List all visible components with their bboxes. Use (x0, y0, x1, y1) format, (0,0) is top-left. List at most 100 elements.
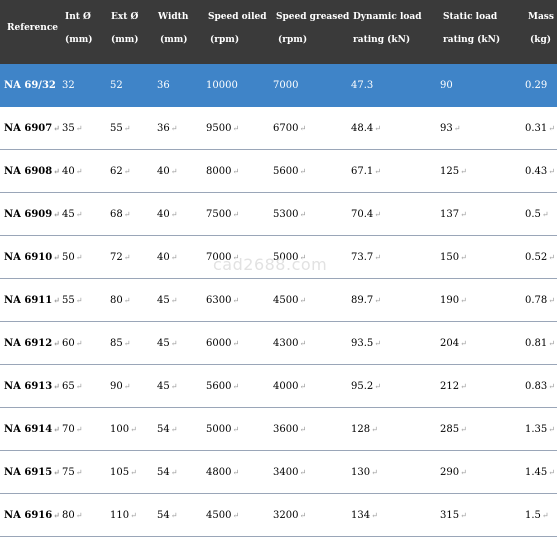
line-break-mark-icon: ↵ (170, 252, 178, 262)
header-static-line2: rating (kN) (443, 35, 501, 45)
cell-ext-diameter-text: 55 (110, 122, 123, 134)
cell-speed-greased: 4500 ↵ (273, 279, 306, 321)
cell-mass-text: 0.78 (525, 294, 548, 306)
cell-dynamic-load: 128 ↵ (351, 408, 378, 450)
cell-mass: 0.78 ↵ (525, 279, 555, 321)
cell-width-text: 45 (157, 380, 170, 392)
cell-dynamic-load-text: 73.7 (351, 251, 374, 263)
cell-width-text: 45 (157, 337, 170, 349)
line-break-mark-icon: ↵ (130, 424, 137, 434)
table-row[interactable]: NA 69/32 32 52 36 10000 7000 47.3 90 0.29 (0, 64, 557, 107)
line-break-mark-icon: ↵ (53, 209, 60, 219)
cell-static-load-text: 290 (440, 466, 460, 478)
cell-speed-greased-text: 4000 (273, 380, 299, 392)
cell-ext-diameter: 55 ↵ (110, 107, 130, 149)
cell-speed-greased-text: 5000 (273, 251, 299, 263)
cell-ext-diameter-text: 68 (110, 208, 123, 220)
line-break-mark-icon: ↵ (460, 166, 467, 176)
table-row[interactable]: NA 6908 ↵ 40 ↵ 62 ↵ 40 ↵ 8000 ↵ 5600 ↵ 67.1 ↵ 125 ↵ 0.43… (0, 150, 557, 193)
table-row[interactable]: NA 6909 ↵ 45 ↵ 68 ↵ 40 ↵ 7500 ↵ 5300 ↵ 70.4 ↵ 137 ↵ 0.5 ↵ (0, 193, 557, 236)
cell-speed-greased-text: 3200 (273, 509, 299, 521)
cell-dynamic-load: 47.3 (351, 64, 373, 106)
line-break-mark-icon: ↵ (170, 467, 178, 477)
cell-static-load-text: 204 (440, 337, 460, 349)
cell-reference-text: NA 6916 (4, 509, 53, 521)
line-break-mark-icon: ↵ (75, 252, 83, 262)
cell-reference-text: NA 69/32 (4, 79, 56, 91)
cell-speed-greased-text: 3600 (273, 423, 299, 435)
line-break-mark-icon: ↵ (453, 123, 461, 133)
line-break-mark-icon: ↵ (374, 338, 381, 348)
line-break-mark-icon: ↵ (548, 123, 555, 133)
line-break-mark-icon: ↵ (232, 295, 240, 305)
line-break-mark-icon: ↵ (75, 166, 83, 176)
table-row[interactable]: NA 6912 ↵ 60 ↵ 85 ↵ 45 ↵ 6000 ↵ 4300 ↵ 93.5 ↵ 204 ↵ 0.81… (0, 322, 557, 365)
cell-mass: 0.5 ↵ (525, 193, 549, 235)
line-break-mark-icon: ↵ (75, 338, 83, 348)
cell-width-text: 40 (157, 208, 170, 220)
table-row[interactable]: NA 6913 ↵ 65 ↵ 90 ↵ 45 ↵ 5600 ↵ 4000 ↵ 95.2 ↵ 212 ↵ 0.83… (0, 365, 557, 408)
cell-mass-text: 1.35 (525, 423, 548, 435)
table-row[interactable]: NA 6916 ↵ 80 ↵ 110 ↵ 54 ↵ 4500 ↵ 3200 ↵ 134 ↵ 315 ↵ 1.5 ↵ (0, 494, 557, 537)
cell-ext-diameter: 110 ↵ (110, 494, 137, 536)
cell-speed-oiled-text: 6000 (206, 337, 232, 349)
cell-int-diameter: 35 ↵ (62, 107, 82, 149)
cell-width: 36 ↵ (157, 107, 177, 149)
cell-static-load: 137 ↵ (440, 193, 467, 235)
line-break-mark-icon: ↵ (170, 338, 178, 348)
cell-reference: NA 6908 ↵ (4, 150, 60, 192)
cell-int-diameter: 45 ↵ (62, 193, 82, 235)
cell-speed-greased: 5300 ↵ (273, 193, 306, 235)
line-break-mark-icon: ↵ (170, 510, 178, 520)
line-break-mark-icon: ↵ (232, 166, 240, 176)
cell-ext-diameter-text: 80 (110, 294, 123, 306)
cell-int-diameter-text: 80 (62, 509, 75, 521)
table-row[interactable]: NA 6910 ↵ 50 ↵ 72 ↵ 40 ↵ 7000 ↵ 5000 ↵ 73.7 ↵ 150 ↵ 0.52… (0, 236, 557, 279)
cell-static-load: 90 (440, 64, 453, 106)
line-break-mark-icon: ↵ (460, 338, 467, 348)
cell-reference-text: NA 6911 (4, 294, 53, 306)
cell-int-diameter: 70 ↵ (62, 408, 82, 450)
line-break-mark-icon: ↵ (170, 295, 178, 305)
cell-dynamic-load: 130 ↵ (351, 451, 378, 493)
cell-static-load-text: 190 (440, 294, 460, 306)
cell-mass: 1.5 ↵ (525, 494, 549, 536)
header-reference: Reference (7, 23, 59, 33)
table-row[interactable]: NA 6915 ↵ 75 ↵ 105 ↵ 54 ↵ 4800 ↵ 3400 ↵ 130 ↵ 290 ↵ 1.45… (0, 451, 557, 494)
line-break-mark-icon: ↵ (170, 166, 178, 176)
line-break-mark-icon: ↵ (53, 166, 60, 176)
cell-width-text: 40 (157, 165, 170, 177)
cell-reference-text: NA 6915 (4, 466, 53, 478)
cell-mass-text: 0.52 (525, 251, 548, 263)
cell-dynamic-load: 93.5 ↵ (351, 322, 381, 364)
line-break-mark-icon: ↵ (460, 424, 467, 434)
cell-static-load-text: 315 (440, 509, 460, 521)
line-break-mark-icon: ↵ (170, 424, 178, 434)
cell-speed-oiled-text: 4500 (206, 509, 232, 521)
table-row[interactable]: NA 6914 ↵ 70 ↵ 100 ↵ 54 ↵ 5000 ↵ 3600 ↵ 128 ↵ 285 ↵ 1.35… (0, 408, 557, 451)
cell-int-diameter-text: 32 (62, 79, 75, 91)
cell-dynamic-load-text: 48.4 (351, 122, 374, 134)
cell-width-text: 54 (157, 423, 170, 435)
cell-speed-greased-text: 4300 (273, 337, 299, 349)
cell-int-diameter: 55 ↵ (62, 279, 82, 321)
cell-static-load: 150 ↵ (440, 236, 467, 278)
line-break-mark-icon: ↵ (53, 424, 60, 434)
cell-speed-greased: 4300 ↵ (273, 322, 306, 364)
table-row[interactable]: NA 6907 ↵ 35 ↵ 55 ↵ 36 ↵ 9500 ↵ 6700 ↵ 48.4 ↵ 93 ↵ 0.31 ↵ (0, 107, 557, 150)
cell-speed-greased: 3600 ↵ (273, 408, 306, 450)
watermark: cad2688.com (213, 255, 328, 274)
header-greased-line2: (rpm) (278, 35, 308, 45)
header-greased-line1: Speed greased (276, 12, 350, 22)
cell-width: 54 ↵ (157, 451, 177, 493)
line-break-mark-icon: ↵ (299, 510, 307, 520)
table-row[interactable]: NA 6911 ↵ 55 ↵ 80 ↵ 45 ↵ 6300 ↵ 4500 ↵ 89.7 ↵ 190 ↵ 0.78… (0, 279, 557, 322)
cell-ext-diameter: 62 ↵ (110, 150, 130, 192)
cell-speed-oiled-text: 5600 (206, 380, 232, 392)
cell-int-diameter-text: 75 (62, 466, 75, 478)
line-break-mark-icon: ↵ (371, 510, 378, 520)
cell-speed-oiled: 6000 ↵ (206, 322, 239, 364)
line-break-mark-icon: ↵ (299, 295, 307, 305)
cell-reference-text: NA 6912 (4, 337, 53, 349)
